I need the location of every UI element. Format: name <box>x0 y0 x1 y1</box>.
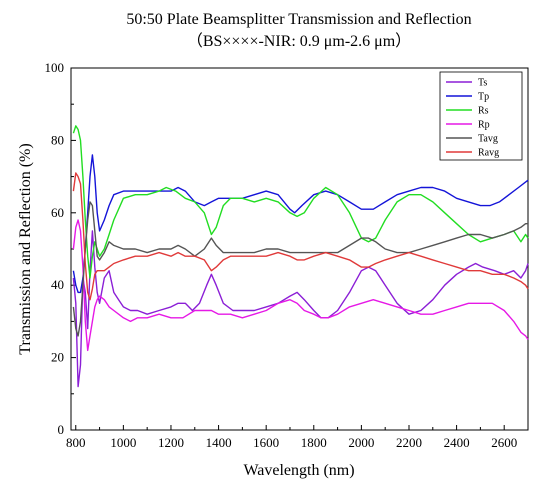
y-tick-label: 0 <box>58 422 65 437</box>
legend-label-rs: Rs <box>478 106 489 117</box>
x-tick-label: 800 <box>66 435 86 450</box>
series-line-ravg <box>72 172 529 301</box>
x-tick-label: 1000 <box>110 435 136 450</box>
legend: Ts Tp Rs Rp Tavg Ravg <box>439 71 523 161</box>
series-line-tavg <box>72 201 528 337</box>
legend-label-ravg: Ravg <box>478 148 499 159</box>
x-tick-label: 2400 <box>444 435 470 450</box>
x-tick-label: 2600 <box>491 435 517 450</box>
legend-label-tp: Tp <box>478 92 489 103</box>
x-tick-label: 2200 <box>396 435 422 450</box>
y-tick-label: 80 <box>51 132 64 147</box>
x-axis: 800 1000 1200 1400 1600 1800 2000 2200 2400 2600 <box>66 425 517 450</box>
x-tick-label: 1800 <box>301 435 327 450</box>
series-line-rp <box>72 219 529 352</box>
x-tick-label: 1400 <box>206 435 232 450</box>
y-tick-label: 40 <box>51 277 64 292</box>
chart-subtitle: （BS××××-NIR: 0.9 μm-2.6 μm） <box>187 32 411 50</box>
y-tick-label: 60 <box>51 205 64 220</box>
legend-label-ts: Ts <box>478 78 487 89</box>
x-tick-label: 1600 <box>253 435 279 450</box>
y-axis-label: Transmission and Reflection (%) <box>17 143 34 354</box>
y-axis: 0 20 40 60 80 100 <box>45 60 76 437</box>
chart-title: 50:50 Plate Beamsplitter Transmission an… <box>126 11 471 28</box>
legend-label-rp: Rp <box>478 120 490 131</box>
legend-label-tavg: Tavg <box>478 134 498 145</box>
series-layer <box>72 125 529 388</box>
y-tick-label: 100 <box>45 60 65 75</box>
legend-box <box>439 71 523 161</box>
series-line-ts <box>72 230 529 388</box>
x-axis-label: Wavelength (nm) <box>243 462 354 479</box>
x-tick-label: 2000 <box>348 435 374 450</box>
x-tick-label: 1200 <box>158 435 184 450</box>
y-tick-label: 20 <box>51 350 64 365</box>
